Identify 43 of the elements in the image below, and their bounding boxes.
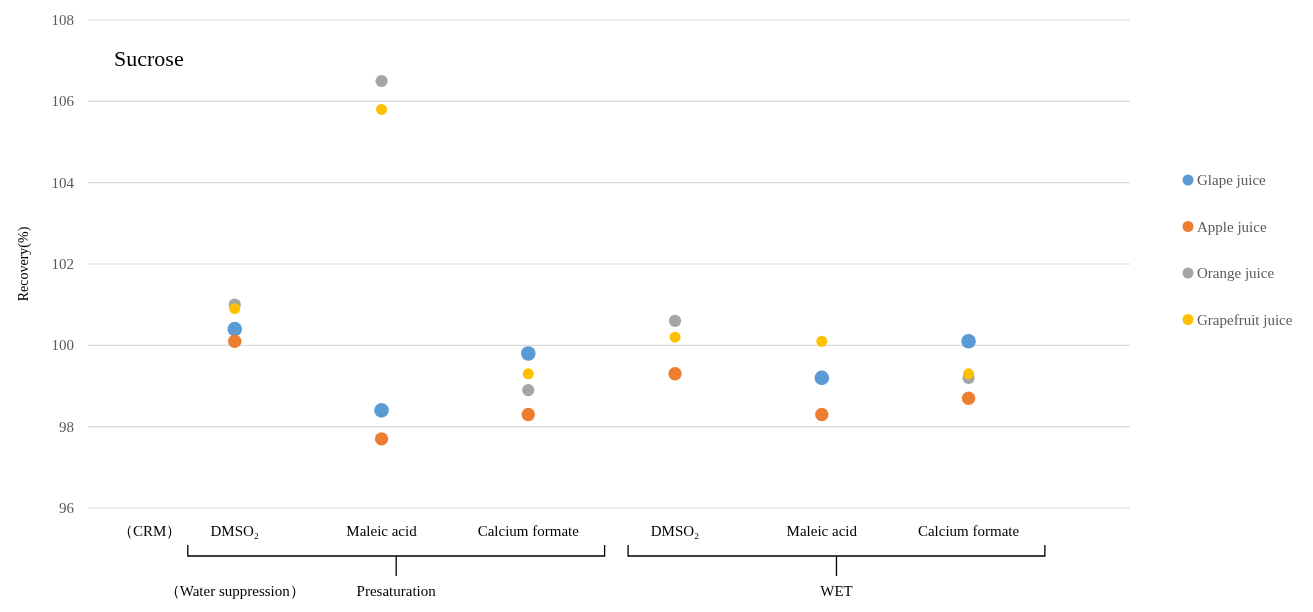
y-tick-label: 108	[51, 12, 74, 28]
legend-label: Grapefruit juice	[1197, 311, 1293, 328]
y-tick-label: 102	[51, 256, 74, 272]
y-tick-label: 96	[59, 500, 75, 516]
point	[816, 335, 828, 347]
y-tick-label: 104	[51, 174, 75, 191]
y-tick-label: 98	[59, 418, 74, 435]
point	[815, 407, 829, 422]
y-tick-label: 100	[51, 337, 74, 354]
x-tick-label: DMSO₂	[650, 523, 700, 539]
x-tick-label: Maleic acid	[786, 523, 858, 539]
point	[376, 103, 388, 115]
point	[963, 368, 975, 380]
point	[668, 367, 682, 381]
point	[814, 370, 830, 386]
point	[961, 333, 976, 349]
text: WET	[820, 583, 853, 599]
point	[522, 368, 534, 380]
text: （CRM）	[117, 523, 182, 539]
point	[374, 432, 389, 446]
x-tick-label: Calcium formate	[917, 523, 1020, 539]
point	[375, 74, 388, 88]
y-axis-title: Recovery(%)	[16, 226, 32, 302]
legend-label: Orange juice	[1197, 265, 1275, 281]
legend-label: Apple juice	[1197, 218, 1267, 235]
text: Sucrose	[114, 46, 184, 71]
text: （Water suppression）	[164, 583, 305, 599]
point	[374, 403, 389, 418]
point	[961, 391, 976, 405]
point	[521, 407, 535, 422]
point	[227, 321, 243, 337]
point	[229, 303, 241, 315]
x-tick-label: Maleic acid	[346, 523, 418, 539]
x-tick-label: Calcium formate	[477, 523, 580, 539]
point	[669, 331, 681, 343]
x-tick-label: DMSO₂	[210, 523, 260, 539]
point	[520, 346, 536, 361]
legend-label: Glape juice	[1197, 172, 1267, 188]
text: Presaturation	[356, 583, 437, 599]
point	[668, 314, 682, 328]
point	[228, 334, 242, 348]
point	[522, 383, 535, 397]
y-tick-label: 106	[51, 93, 75, 110]
